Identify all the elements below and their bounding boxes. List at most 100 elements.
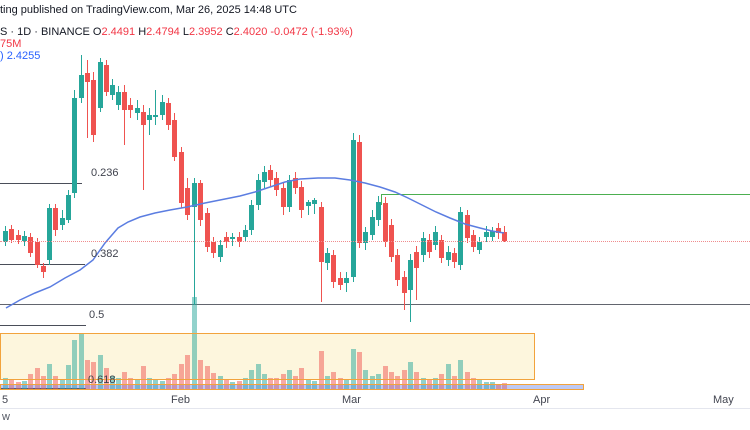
volume-bar [311, 380, 317, 390]
volume-bar [146, 377, 152, 390]
candle [146, 115, 152, 121]
candle [115, 91, 121, 105]
volume-bar [140, 365, 146, 390]
volume-bar [15, 381, 21, 390]
candle [127, 104, 133, 111]
time-axis-label: May [713, 394, 734, 406]
watermark-fragment: w [2, 411, 10, 423]
volume-bar [229, 381, 235, 390]
highlight-band-lavender [0, 384, 584, 390]
fib-label-0.5: 0.5 [89, 309, 105, 321]
candle [261, 172, 267, 182]
volume-bar [191, 296, 197, 390]
volume-bar [103, 367, 109, 390]
volume-bar [121, 371, 127, 390]
time-axis-label: 5 [2, 394, 9, 406]
volume-bar [337, 377, 343, 390]
candle [375, 202, 381, 221]
candle [59, 217, 65, 225]
volume-bar [413, 371, 419, 390]
candle [318, 207, 324, 263]
volume-bar [292, 375, 298, 390]
candle [286, 180, 292, 208]
candle [71, 98, 77, 194]
volume-bar [267, 377, 273, 390]
volume-bar [330, 371, 336, 390]
volume-bar [78, 333, 84, 390]
volume-bar [464, 371, 470, 390]
candle [229, 237, 235, 239]
candle [52, 208, 58, 230]
candle [298, 186, 304, 210]
candle [413, 251, 419, 269]
volume-bar [52, 375, 58, 390]
candle [78, 74, 84, 99]
candle [152, 115, 158, 117]
candle [109, 85, 115, 95]
candle [267, 169, 273, 181]
volume-bar [46, 363, 52, 390]
volume-bar [127, 377, 133, 390]
candle [305, 202, 311, 207]
candle [343, 278, 349, 284]
volume-bar [34, 367, 40, 390]
volume-bar [255, 363, 261, 390]
symbol-info: S · 1D · BINANCE [0, 26, 90, 38]
volume-bar [84, 359, 90, 390]
volume-bar [109, 375, 115, 390]
volume-bar [324, 375, 330, 390]
candle-wick [148, 108, 150, 135]
fib-line-0.236 [0, 182, 82, 184]
candle [476, 242, 482, 251]
candle [2, 230, 8, 243]
candle [464, 215, 470, 239]
volume-bar [159, 380, 165, 390]
volume-bar [356, 351, 362, 390]
candle [184, 187, 190, 216]
fib-label-0.618: 0.618 [88, 374, 116, 386]
volume-bar [489, 381, 495, 390]
time-axis-label: Mar [342, 394, 361, 406]
candle [337, 278, 343, 286]
volume-bar [420, 377, 426, 390]
candle [501, 231, 507, 241]
candle [46, 208, 52, 260]
candle [483, 232, 489, 238]
volume-bar [65, 364, 71, 390]
ohlc-pair: O2.4491 [92, 26, 136, 38]
candle [457, 212, 463, 266]
volume-bar [71, 339, 77, 390]
volume-bar [242, 377, 248, 390]
volume-bar [350, 348, 356, 390]
volume-bar [184, 354, 190, 390]
candle [356, 142, 362, 243]
ma-value: ) 2.4255 [0, 50, 41, 62]
volume-bar [210, 372, 216, 390]
gray-level-line [0, 303, 750, 305]
time-axis-separator [0, 407, 750, 409]
candle [27, 237, 33, 254]
candle [165, 103, 171, 126]
volume-bar [394, 375, 400, 390]
volume-bar [483, 381, 489, 390]
change-value: -0.0472 (-1.93%) [270, 26, 353, 38]
candle [191, 182, 197, 208]
volume-bar [27, 373, 33, 390]
candle [217, 245, 223, 257]
candle-wick [154, 90, 156, 126]
candle [330, 255, 336, 283]
candle [324, 253, 330, 264]
candle [273, 177, 279, 191]
candle [197, 182, 203, 221]
candle [204, 212, 210, 247]
volume-bar [261, 373, 267, 390]
candle [248, 204, 254, 230]
candle [369, 216, 375, 235]
volume-bar [2, 377, 8, 390]
candle [426, 239, 432, 252]
highlight-rect-yellow [0, 333, 535, 380]
candle [394, 255, 400, 281]
fib-label-0.236: 0.236 [91, 167, 119, 179]
